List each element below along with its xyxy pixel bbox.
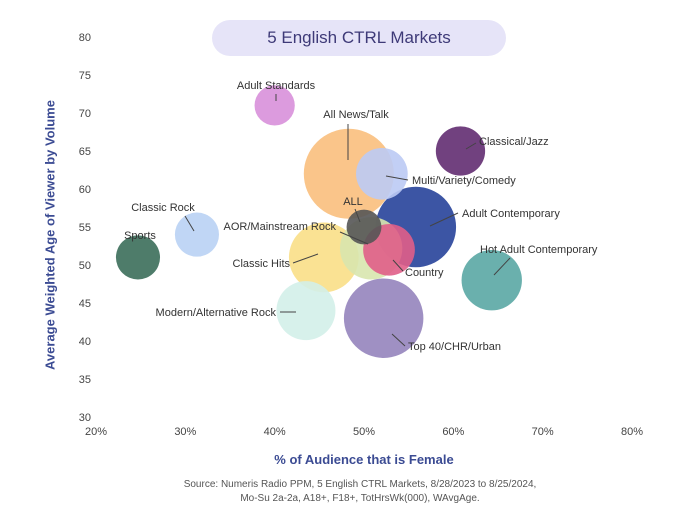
x-tick-label: 20% [85, 426, 107, 438]
y-tick-label: 70 [79, 108, 91, 120]
bubble-label: Hot Adult Contemporary [480, 244, 598, 256]
bubble-label: Classical/Jazz [479, 136, 549, 148]
leader-line [429, 212, 459, 227]
bubble-label: Country [405, 267, 444, 279]
x-tick-label: 40% [264, 426, 286, 438]
x-tick-label: 70% [532, 426, 554, 438]
chart-title: 5 English CTRL Markets [212, 20, 506, 56]
y-tick-label: 65 [79, 146, 91, 158]
y-tick-label: 50 [79, 260, 91, 272]
source-line-2: Mo-Su 2a-2a, A18+, F18+, TotHrsWk(000), … [240, 493, 480, 504]
leader-line [493, 257, 511, 276]
x-tick-label: 80% [621, 426, 643, 438]
leader-line [391, 333, 406, 347]
bubble [461, 250, 522, 311]
bubble [115, 235, 161, 280]
y-tick-label: 45 [79, 298, 91, 310]
bubble-label: Classic Rock [131, 202, 195, 214]
bubble-label: All News/Talk [323, 109, 389, 121]
bubble-label: Top 40/CHR/Urban [408, 341, 501, 353]
y-tick-label: 55 [79, 222, 91, 234]
y-tick-label: 80 [79, 32, 91, 44]
bubble [356, 147, 408, 200]
x-tick-label: 30% [174, 426, 196, 438]
leader-line [354, 208, 361, 223]
bubble-label: Adult Standards [237, 80, 316, 92]
bubble-label: Multi/Variety/Comedy [412, 175, 516, 187]
leader-line [392, 259, 404, 272]
bubble-label: ALL [343, 196, 363, 208]
y-tick-label: 30 [79, 412, 91, 424]
bubble-label: AOR/Mainstream Rock [224, 221, 337, 233]
bubble-label: Modern/Alternative Rock [156, 307, 277, 319]
bubble [276, 281, 336, 341]
bubble-label: Sports [124, 230, 156, 242]
x-tick-label: 60% [442, 426, 464, 438]
bubble-label: Adult Contemporary [462, 208, 560, 220]
leader-line [339, 231, 369, 245]
x-tick-label: 50% [353, 426, 375, 438]
bubble [343, 278, 424, 358]
bubble [346, 209, 382, 245]
bubble [435, 126, 486, 176]
y-tick-label: 75 [79, 70, 91, 82]
y-tick-label: 35 [79, 374, 91, 386]
y-tick-label: 40 [79, 336, 91, 348]
bubble-label: Classic Hits [233, 258, 291, 270]
source-line-1: Source: Numeris Radio PPM, 5 English CTR… [183, 479, 537, 490]
leader-line [465, 142, 477, 150]
leader-line [385, 175, 409, 181]
x-axis-title: % of Audience that is Female [274, 452, 454, 467]
leader-line [184, 215, 195, 232]
leader-line [292, 253, 319, 264]
bubble [254, 85, 295, 126]
bubble [174, 212, 219, 257]
y-tick-label: 60 [79, 184, 91, 196]
source-note: Source: Numeris Radio PPM, 5 English CTR… [150, 478, 570, 506]
